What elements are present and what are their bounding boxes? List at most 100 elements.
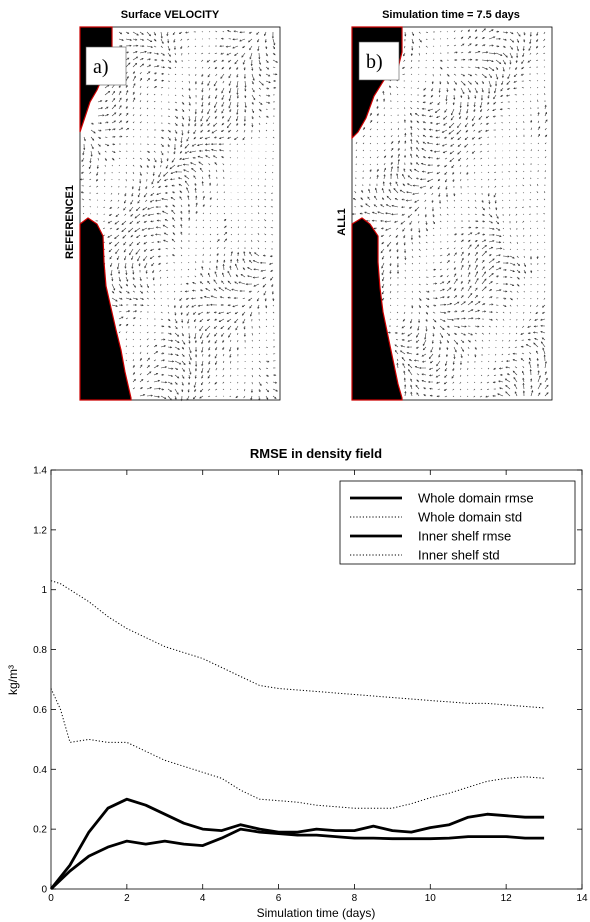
velocity-vector [376, 136, 378, 138]
velocity-vector [258, 101, 263, 105]
velocity-vector [181, 367, 185, 372]
velocity-vector [515, 178, 518, 180]
velocity-arrowhead [540, 330, 543, 333]
velocity-vector [515, 325, 518, 328]
velocity-arrowhead [536, 363, 539, 366]
velocity-vector [180, 38, 183, 41]
velocity-vector [82, 164, 85, 167]
velocity-arrowhead [447, 296, 450, 299]
velocity-arrowhead [462, 310, 465, 313]
velocity-vector [488, 59, 494, 62]
velocity-vector [376, 129, 378, 131]
velocity-vector [395, 350, 399, 355]
velocity-arrowhead [374, 187, 377, 190]
velocity-vector [191, 304, 197, 308]
velocity-vector [415, 113, 420, 117]
velocity-vector [265, 346, 268, 348]
velocity-arrowhead [179, 298, 182, 301]
velocity-arrowhead [463, 301, 466, 304]
velocity-arrowhead [207, 83, 210, 86]
velocity-arrowhead [428, 115, 432, 118]
velocity-vector [216, 198, 219, 201]
velocity-arrowhead [482, 213, 485, 216]
velocity-vector [160, 339, 165, 341]
velocity-arrowhead [252, 260, 255, 262]
velocity-vector [522, 371, 525, 376]
velocity-vector [110, 199, 113, 202]
velocity-vector [536, 80, 539, 82]
velocity-vector [474, 332, 478, 335]
velocity-arrowhead [403, 54, 405, 57]
y-tick-label: 1 [41, 585, 47, 596]
velocity-vector [374, 196, 378, 201]
velocity-vector [515, 170, 518, 173]
velocity-arrowhead [188, 376, 191, 380]
velocity-arrowhead [182, 376, 185, 379]
velocity-arrowhead [466, 104, 469, 107]
velocity-vector [139, 114, 142, 117]
velocity-vector [132, 283, 136, 288]
velocity-arrowhead [189, 151, 192, 154]
velocity-arrowhead [446, 82, 449, 85]
velocity-arrowhead [527, 338, 530, 341]
velocity-arrowhead [457, 138, 460, 141]
velocity-vector [228, 80, 232, 86]
velocity-vector [251, 122, 253, 127]
velocity-vector [481, 332, 485, 335]
velocity-vector [200, 388, 204, 392]
velocity-vector [494, 171, 497, 173]
velocity-arrowhead [222, 347, 225, 351]
velocity-arrowhead [172, 217, 175, 220]
velocity-arrowhead [435, 122, 438, 125]
velocity-vector [502, 52, 508, 58]
velocity-vector [512, 370, 518, 376]
velocity-vector [171, 209, 176, 215]
velocity-vector [142, 206, 148, 211]
velocity-arrowhead [161, 197, 164, 200]
velocity-arrowhead [162, 224, 165, 227]
velocity-arrowhead [175, 321, 178, 324]
velocity-arrowhead [486, 51, 489, 54]
velocity-arrowhead [268, 101, 271, 104]
velocity-vector [523, 255, 525, 258]
velocity-vector [421, 380, 427, 383]
velocity-vector [83, 136, 86, 141]
velocity-arrowhead [505, 275, 508, 278]
velocity-vector [163, 171, 169, 177]
velocity-arrowhead [253, 98, 256, 101]
velocity-vector [402, 363, 406, 369]
velocity-arrowhead [208, 103, 211, 106]
velocity-arrowhead [396, 362, 399, 365]
velocity-vector [509, 304, 512, 307]
velocity-arrowhead [443, 117, 446, 120]
velocity-vector [355, 184, 357, 187]
velocity-arrowhead [411, 306, 414, 309]
velocity-arrowhead [491, 60, 494, 63]
velocity-vector [435, 129, 441, 132]
velocity-arrowhead [468, 90, 471, 93]
velocity-vector [474, 278, 479, 285]
velocity-vector [244, 143, 246, 145]
velocity-arrowhead [244, 85, 247, 88]
velocity-vector [537, 375, 541, 383]
velocity-arrowhead [142, 214, 145, 217]
velocity-vector [439, 220, 442, 223]
velocity-vector [181, 262, 183, 264]
velocity-vector [369, 135, 372, 138]
velocity-vector [439, 261, 442, 264]
velocity-arrowhead [468, 279, 471, 282]
velocity-arrowhead [541, 337, 544, 340]
velocity-arrowhead [125, 98, 128, 101]
velocity-vector [439, 281, 444, 285]
velocity-arrowhead [154, 160, 157, 163]
velocity-vector [174, 388, 179, 395]
velocity-vector [180, 254, 183, 257]
velocity-arrowhead [176, 354, 179, 356]
velocity-arrowhead [119, 120, 123, 123]
velocity-arrowhead [150, 45, 154, 48]
velocity-vector [481, 59, 489, 62]
velocity-vector [494, 353, 497, 356]
velocity-vector [201, 339, 204, 344]
velocity-vector [125, 338, 127, 341]
velocity-vector [495, 282, 499, 285]
